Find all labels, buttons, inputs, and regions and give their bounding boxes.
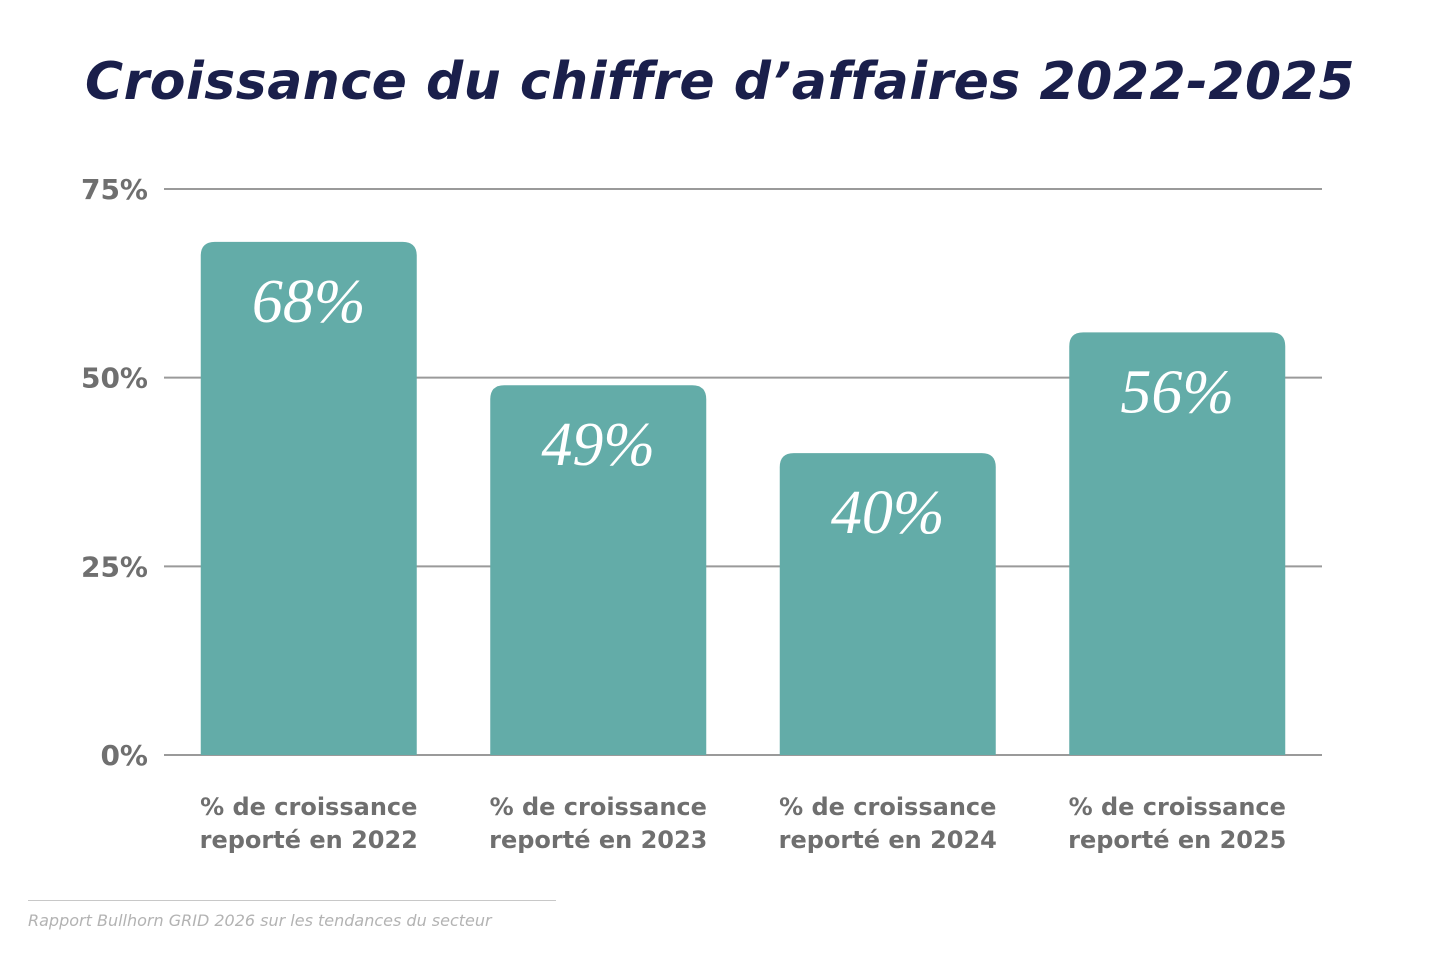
category-label: % de croissance reporté en 2023: [489, 793, 707, 854]
y-tick-label: 0%: [100, 739, 148, 772]
data-label: 68%: [252, 268, 366, 336]
source-note: Rapport Bullhorn GRID 2026 sur les tenda…: [28, 911, 492, 930]
data-label: 40%: [831, 479, 945, 547]
y-tick-label: 25%: [81, 550, 148, 583]
bar: [490, 385, 707, 755]
x-axis-categories: % de croissance reporté en 2022 % de crois…: [200, 793, 1287, 854]
y-axis-ticks: 0% 25% 50% 75%: [81, 173, 148, 772]
y-tick-label: 75%: [81, 173, 148, 206]
data-label: 56%: [1120, 358, 1234, 426]
bar: [779, 453, 996, 755]
data-label: 49%: [541, 411, 655, 479]
bar: [1069, 332, 1286, 755]
chart-title: Croissance du chiffre d’affaires 2022-20…: [84, 52, 1356, 112]
category-label: % de croissance reporté en 2022: [200, 793, 418, 854]
source-divider: [28, 900, 556, 901]
bars: 68% 49% 40% 56%: [200, 241, 1286, 755]
y-tick-label: 50%: [81, 362, 148, 395]
bar: [200, 241, 417, 755]
category-label: % de croissance reporté en 2025: [1068, 793, 1286, 854]
category-label: % de croissance reporté en 2024: [779, 793, 997, 854]
